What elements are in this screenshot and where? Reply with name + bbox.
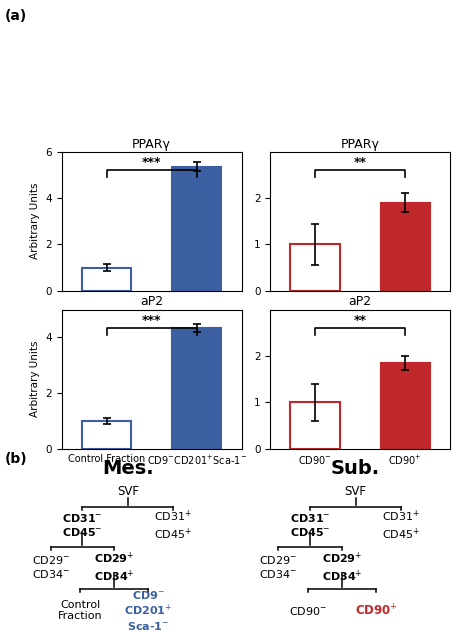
Text: CD29$^{-}$
CD34$^{-}$: CD29$^{-}$ CD34$^{-}$ bbox=[31, 554, 70, 580]
Text: SVF: SVF bbox=[117, 485, 139, 498]
Text: CD31$^{+}$
CD45$^{+}$: CD31$^{+}$ CD45$^{+}$ bbox=[155, 509, 192, 542]
Text: ***: *** bbox=[142, 314, 162, 327]
Text: (a): (a) bbox=[5, 9, 27, 23]
Text: **: ** bbox=[354, 314, 367, 327]
Text: aP2: aP2 bbox=[349, 295, 372, 308]
Text: SVF: SVF bbox=[345, 485, 366, 498]
Text: CD31$^{+}$
CD45$^{+}$: CD31$^{+}$ CD45$^{+}$ bbox=[382, 509, 420, 542]
Title: PPARγ: PPARγ bbox=[341, 138, 380, 150]
Bar bbox=[82, 421, 131, 449]
Text: CD29$^{-}$
CD34$^{-}$: CD29$^{-}$ CD34$^{-}$ bbox=[259, 554, 297, 580]
Bar bbox=[381, 363, 430, 449]
Text: Sub.: Sub. bbox=[331, 459, 380, 478]
Text: CD9$^{-}$
CD201$^{+}$
Sca-1$^{-}$: CD9$^{-}$ CD201$^{+}$ Sca-1$^{-}$ bbox=[124, 589, 173, 632]
Text: Mes.: Mes. bbox=[102, 459, 154, 478]
Text: ***: *** bbox=[142, 156, 162, 169]
Text: CD90$^{-}$: CD90$^{-}$ bbox=[289, 605, 327, 617]
Text: CD90$^{+}$: CD90$^{+}$ bbox=[355, 603, 397, 618]
Bar bbox=[381, 203, 430, 291]
Text: CD31$^{-}$
CD45$^{-}$: CD31$^{-}$ CD45$^{-}$ bbox=[62, 512, 103, 538]
Text: (b): (b) bbox=[5, 452, 27, 466]
Text: **: ** bbox=[354, 156, 367, 169]
Text: CD29$^{+}$
CD34$^{+}$: CD29$^{+}$ CD34$^{+}$ bbox=[321, 550, 362, 583]
Bar bbox=[291, 403, 340, 449]
Bar bbox=[172, 328, 221, 449]
Bar bbox=[291, 245, 340, 291]
Y-axis label: Arbitrary Units: Arbitrary Units bbox=[30, 183, 40, 260]
Text: aP2: aP2 bbox=[140, 295, 163, 308]
Title: PPARγ: PPARγ bbox=[132, 138, 171, 150]
Bar bbox=[172, 167, 221, 291]
Text: CD31$^{-}$
CD45$^{-}$: CD31$^{-}$ CD45$^{-}$ bbox=[290, 512, 330, 538]
Y-axis label: Arbitrary Units: Arbitrary Units bbox=[30, 341, 40, 418]
Text: Control
Fraction: Control Fraction bbox=[58, 600, 102, 621]
Bar bbox=[82, 267, 131, 291]
Text: CD29$^{+}$
CD34$^{+}$: CD29$^{+}$ CD34$^{+}$ bbox=[94, 550, 135, 583]
